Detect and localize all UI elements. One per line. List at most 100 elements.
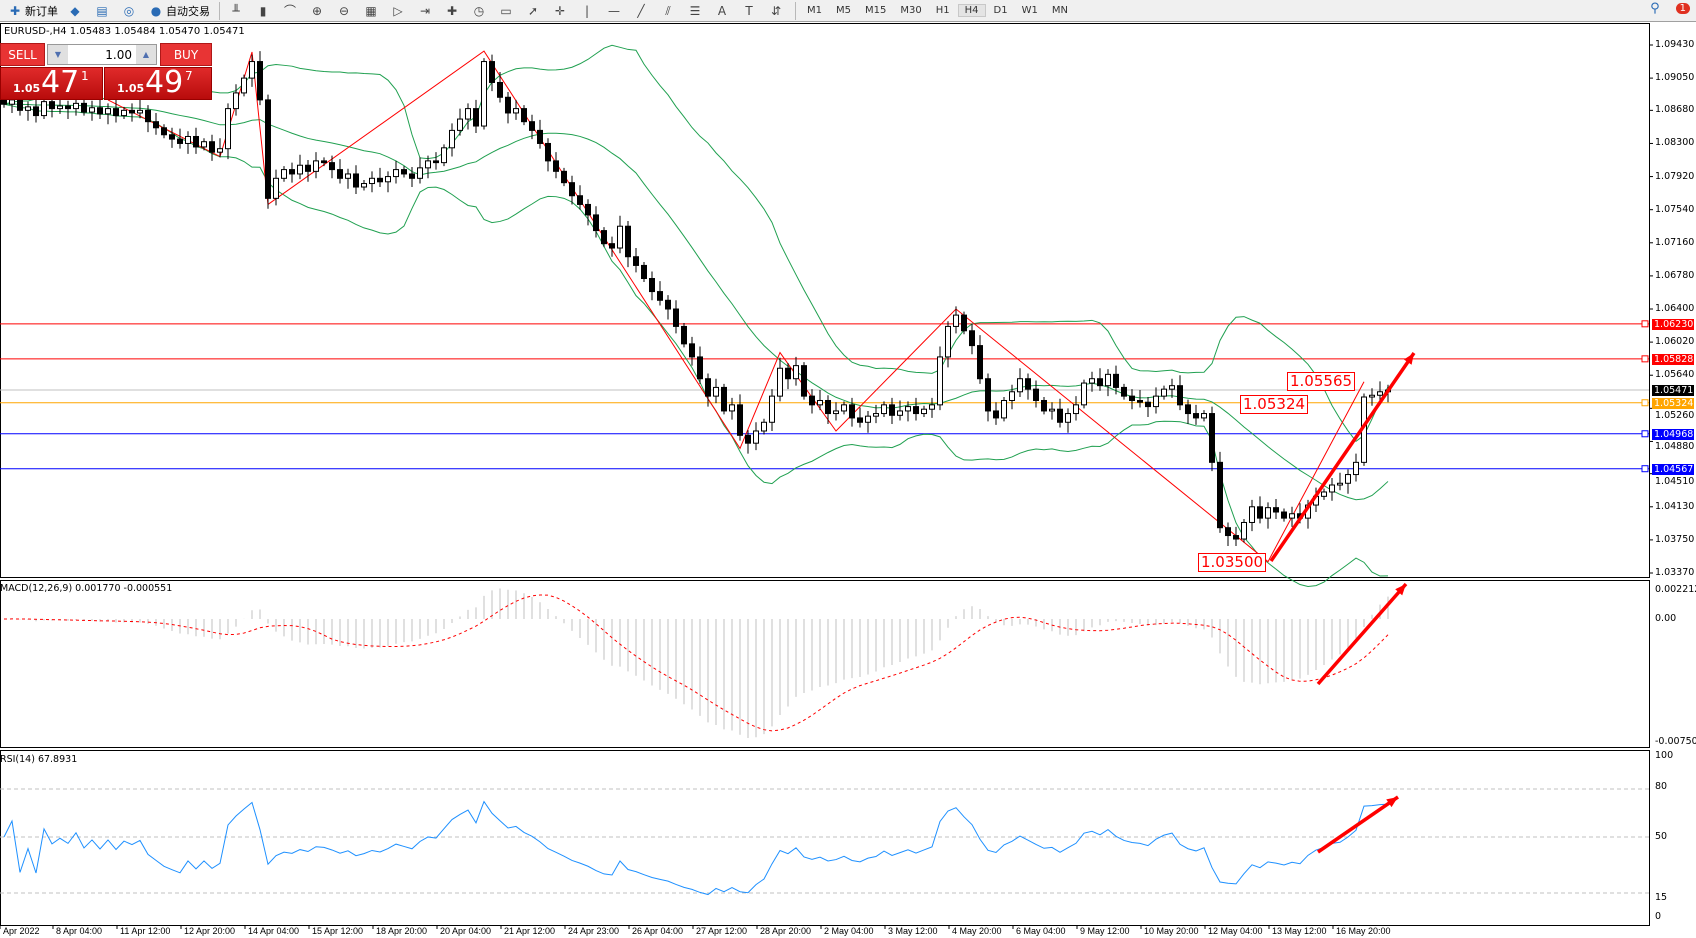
macd-axis-label: 0.00 bbox=[1655, 613, 1677, 624]
candle bbox=[249, 61, 255, 79]
candle bbox=[105, 108, 111, 115]
timeframe-h1[interactable]: H1 bbox=[935, 5, 950, 16]
lot-size-input[interactable]: 1.00 bbox=[105, 47, 132, 62]
notifications-icon[interactable]: 1 bbox=[1675, 3, 1690, 14]
candle bbox=[1185, 404, 1191, 415]
candle bbox=[49, 101, 55, 110]
candle bbox=[529, 121, 535, 131]
sell-price-big: 47 bbox=[41, 65, 80, 100]
increase-lot-button[interactable]: ▲ bbox=[136, 45, 156, 64]
candle bbox=[1153, 395, 1159, 408]
price-axis-label: 1.04130 bbox=[1655, 501, 1695, 512]
candle bbox=[33, 106, 39, 117]
price-axis-label: 1.06400 bbox=[1655, 303, 1695, 314]
crosshair-button[interactable]: ✛ bbox=[549, 1, 574, 21]
candle bbox=[1009, 391, 1015, 401]
candle bbox=[1, 99, 7, 105]
text-button[interactable]: A bbox=[711, 1, 736, 21]
candle bbox=[577, 195, 583, 205]
candlestick-button[interactable]: ▮ bbox=[252, 1, 277, 21]
signals-icon: ◎ bbox=[123, 3, 135, 18]
candle bbox=[553, 160, 559, 172]
timeframe-m30[interactable]: M30 bbox=[900, 5, 922, 16]
candle bbox=[673, 308, 679, 327]
candle bbox=[377, 177, 383, 183]
crosshair-icon: ✛ bbox=[554, 3, 566, 18]
candle bbox=[609, 243, 615, 249]
buy-button[interactable]: BUY bbox=[160, 43, 212, 66]
candle bbox=[1145, 401, 1151, 408]
candle bbox=[753, 430, 759, 444]
price-axis-label: 1.06780 bbox=[1655, 270, 1695, 281]
candle bbox=[289, 169, 295, 175]
price-axis-label: 1.03750 bbox=[1655, 534, 1695, 545]
candle bbox=[73, 102, 79, 110]
vertical-line-button[interactable]: | bbox=[576, 1, 601, 21]
price-line-tag: 1.06230 bbox=[1652, 319, 1694, 330]
timeframe-m5[interactable]: M5 bbox=[836, 5, 851, 16]
new-order-button[interactable]: ✚ 新订单 bbox=[4, 1, 62, 21]
candle bbox=[817, 399, 823, 406]
buy-price[interactable]: 1.05 49 7 bbox=[104, 67, 212, 100]
line-chart-button[interactable]: ⌒ bbox=[279, 1, 304, 21]
tile-windows-button[interactable]: ▦ bbox=[360, 1, 385, 21]
zoom-in-button[interactable]: ⊕ bbox=[306, 1, 331, 21]
equidistant-channel-button[interactable]: ⫽ bbox=[657, 1, 682, 21]
candle bbox=[129, 109, 135, 114]
candle bbox=[825, 399, 831, 415]
auto-trading-icon: ● bbox=[150, 3, 162, 18]
price-note-high: 1.05565 bbox=[1287, 372, 1356, 391]
bollinger-upper bbox=[3, 44, 1389, 443]
candle bbox=[1177, 385, 1183, 406]
market-watch-button[interactable]: ◆ bbox=[64, 1, 89, 21]
horizontal-line-button[interactable]: — bbox=[603, 1, 628, 21]
trendline-button[interactable]: ╱ bbox=[630, 1, 655, 21]
price-axis-label: 1.09430 bbox=[1655, 39, 1695, 50]
price-line-tag: 1.05324 bbox=[1652, 398, 1694, 409]
decrease-lot-button[interactable]: ▼ bbox=[48, 45, 68, 64]
lot-size-stepper[interactable]: ▼ 1.00 ▲ bbox=[47, 44, 157, 65]
data-window-icon: ▤ bbox=[96, 3, 108, 18]
timeframe-d1[interactable]: D1 bbox=[993, 5, 1008, 16]
price-axis-label: 1.08300 bbox=[1655, 137, 1695, 148]
time-axis-label: 11 Apr 12:00 bbox=[120, 926, 171, 936]
indicators-button[interactable]: ✚ bbox=[441, 1, 466, 21]
auto-scroll-button[interactable]: ▷ bbox=[387, 1, 412, 21]
timeframe-w1[interactable]: W1 bbox=[1021, 5, 1038, 16]
time-axis-label: 4 May 20:00 bbox=[952, 926, 1002, 936]
candle bbox=[497, 81, 503, 98]
candle bbox=[177, 138, 183, 144]
arrows-button[interactable]: ⇵ bbox=[765, 1, 790, 21]
candle bbox=[161, 127, 167, 136]
text-label-button[interactable]: T bbox=[738, 1, 763, 21]
trend-arrow-main-head bbox=[1403, 353, 1414, 365]
templates-button[interactable]: ▭ bbox=[495, 1, 520, 21]
timeframe-mn[interactable]: MN bbox=[1051, 5, 1068, 16]
timeframe-m1[interactable]: M1 bbox=[807, 5, 822, 16]
candle bbox=[585, 203, 591, 216]
sell-button[interactable]: SELL bbox=[0, 43, 45, 66]
candle bbox=[993, 410, 999, 419]
timeframe-m15[interactable]: M15 bbox=[865, 5, 887, 16]
signals-button[interactable]: ◎ bbox=[118, 1, 143, 21]
zoom-out-button[interactable]: ⊖ bbox=[333, 1, 358, 21]
chart-canvas[interactable] bbox=[0, 23, 1696, 938]
periods-button[interactable]: ◷ bbox=[468, 1, 493, 21]
chart-shift-button[interactable]: ⇥ bbox=[414, 1, 439, 21]
candle bbox=[1033, 388, 1039, 401]
search-icon[interactable]: ⚲ bbox=[1650, 1, 1660, 16]
timeframe-h4[interactable]: H4 bbox=[957, 4, 986, 17]
data-window-button[interactable]: ▤ bbox=[91, 1, 116, 21]
sell-price[interactable]: 1.05 47 1 bbox=[0, 67, 103, 100]
fibonacci-button[interactable]: ☰ bbox=[684, 1, 709, 21]
cursor-button[interactable]: ➚ bbox=[522, 1, 547, 21]
bar-chart-button[interactable]: ╨ bbox=[225, 1, 250, 21]
rsi-axis-label: 15 bbox=[1655, 892, 1668, 903]
auto-trading-button[interactable]: ● 自动交易 bbox=[145, 1, 214, 21]
rsi-line bbox=[3, 800, 1389, 896]
candle bbox=[353, 173, 359, 188]
candle bbox=[97, 107, 103, 115]
price-axis-label: 1.04510 bbox=[1655, 476, 1695, 487]
time-axis-label: 15 Apr 12:00 bbox=[312, 926, 364, 936]
candle bbox=[473, 108, 479, 127]
